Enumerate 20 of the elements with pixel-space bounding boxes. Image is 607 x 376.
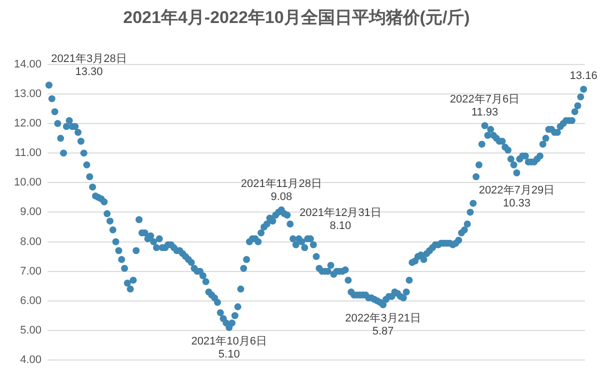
y-tick-label: 5.00: [20, 324, 42, 336]
y-tick-label: 8.00: [20, 236, 42, 248]
data-label: 2021年3月28日 13.30: [51, 53, 127, 78]
data-label: 2021年12月31日 8.10: [299, 206, 382, 232]
y-tick-label: 10.00: [14, 176, 42, 189]
y-tick-label: 9.00: [20, 206, 42, 218]
data-label: 13.16: [570, 70, 598, 82]
y-tick-label: 7.00: [20, 265, 42, 278]
y-tick-label: 14.00: [14, 58, 42, 70]
y-tick-label: 4.00: [20, 354, 42, 366]
chart-title: 2021年4月-2022年10月全国日平均猪价(元/斤): [123, 8, 470, 27]
data-label: 2022年7月29日 10.33: [478, 184, 555, 210]
data-label: 2021年10月6日 5.10: [191, 335, 268, 360]
data-label: 2022年3月21日 5.87: [345, 312, 421, 338]
y-tick-label: 12.00: [14, 118, 42, 130]
data-label: 2022年7月6日 11.93: [450, 94, 520, 119]
y-tick-label: 11.00: [14, 147, 42, 160]
data-label: 2021年11月28日 9.08: [240, 178, 322, 203]
y-tick-label: 6.00: [20, 294, 42, 307]
y-tick-label: 13.00: [14, 88, 42, 100]
